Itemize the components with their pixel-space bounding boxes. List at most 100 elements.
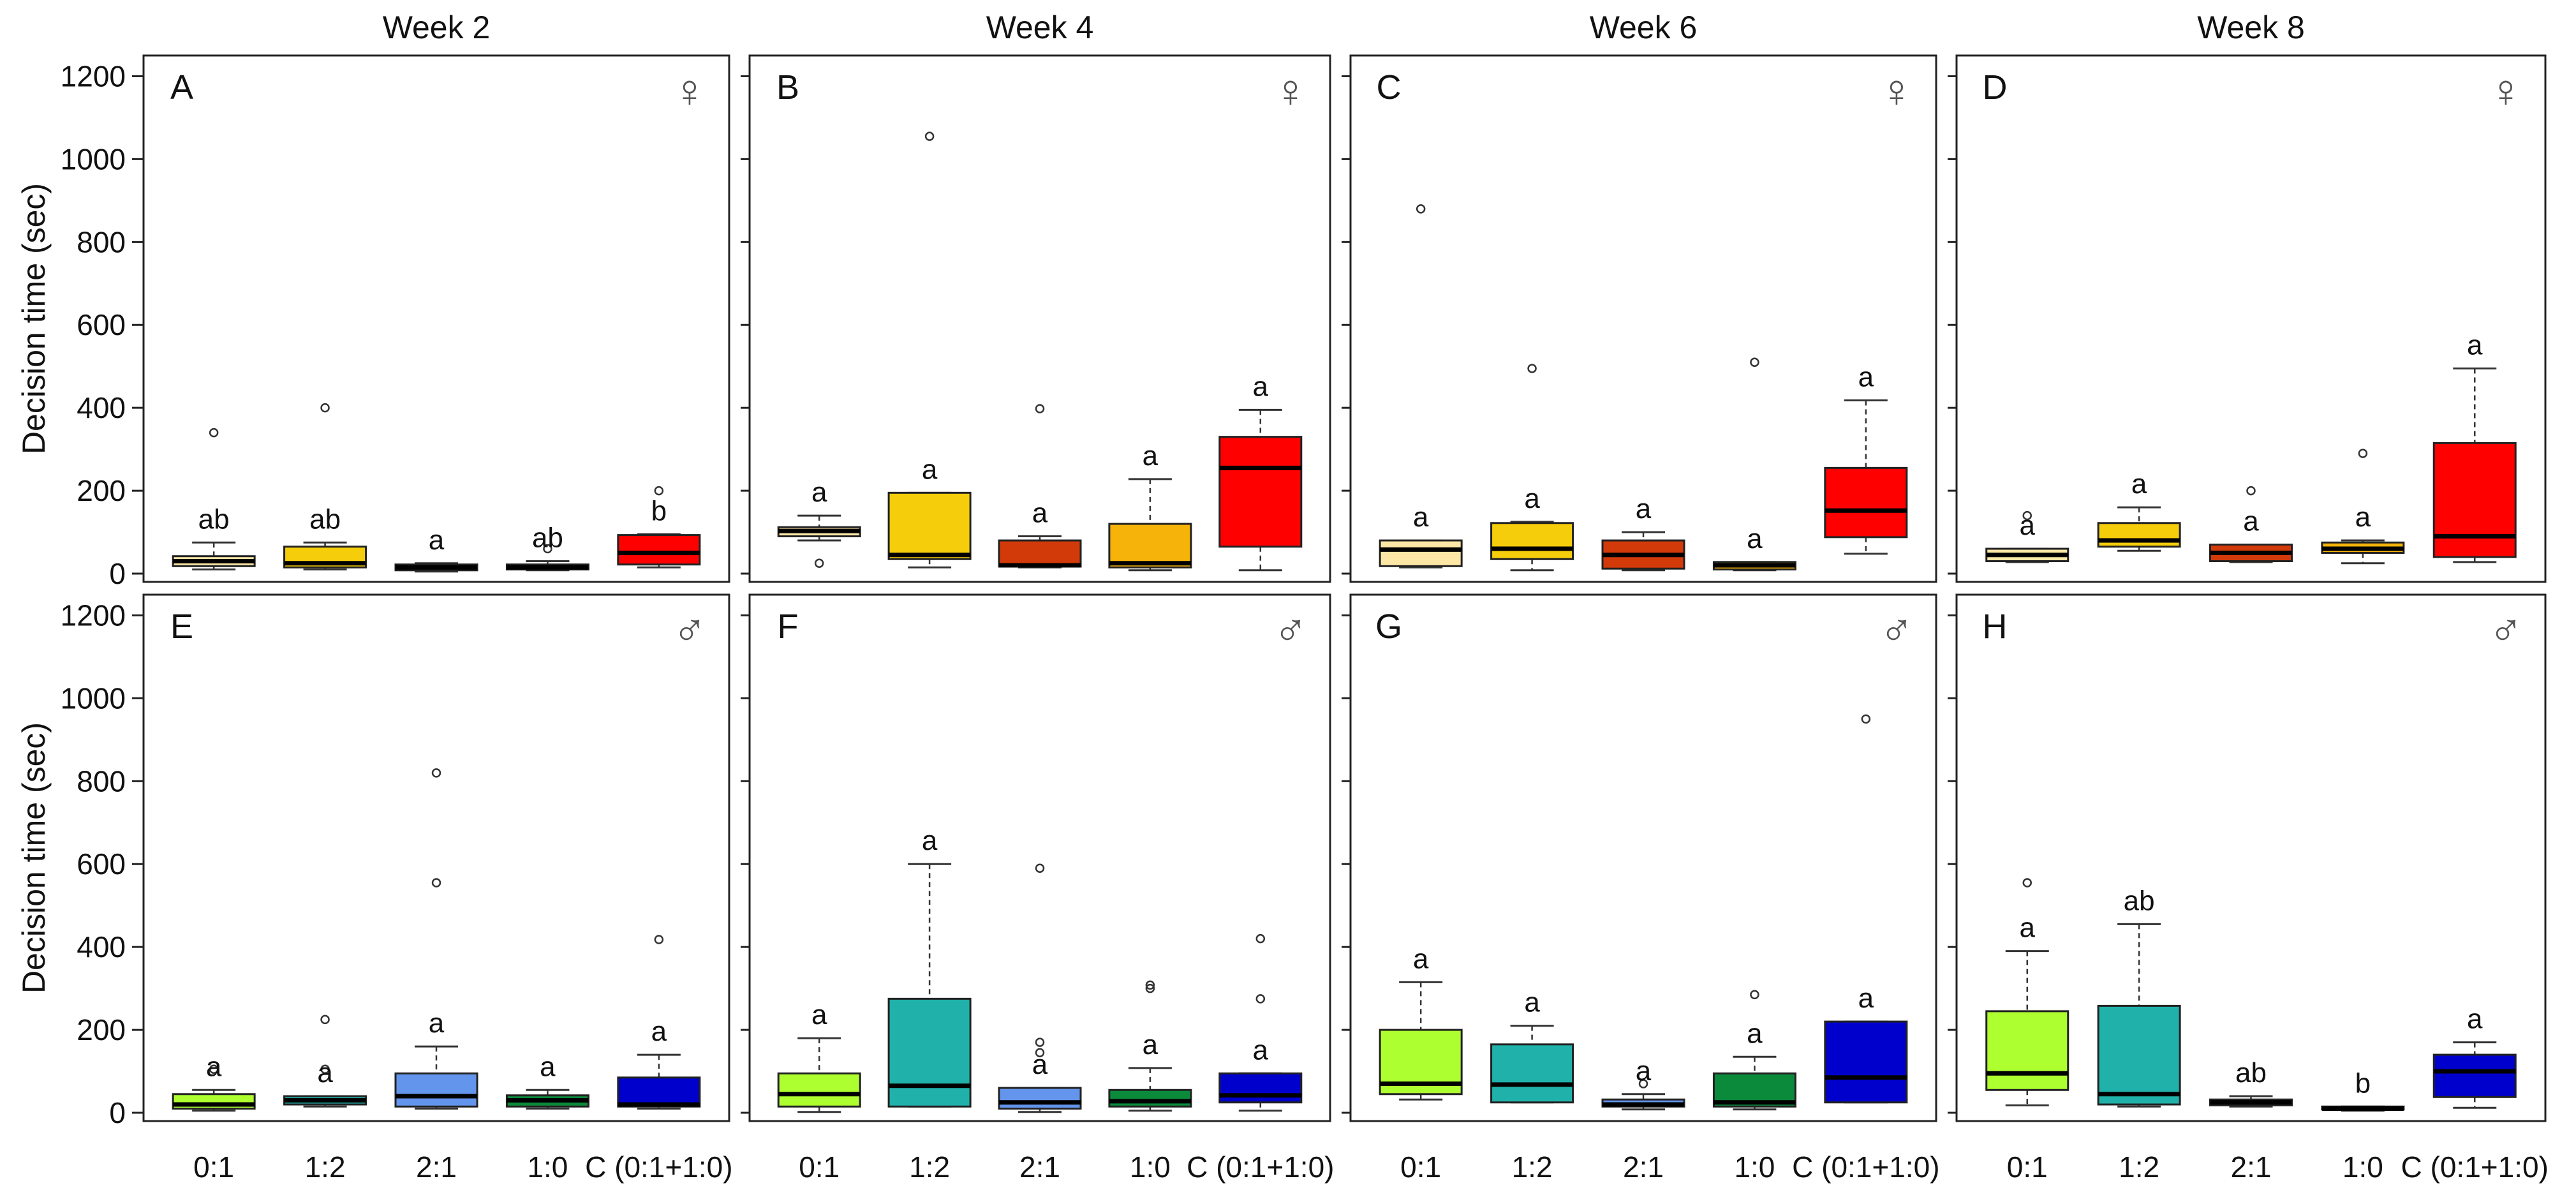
- significance-label: a: [1747, 523, 1763, 554]
- outlier-point: [2022, 878, 2032, 888]
- outlier-point: [1255, 933, 1266, 944]
- panel-frame: [748, 593, 1331, 1122]
- significance-label: a: [2467, 1004, 2483, 1035]
- outlier-point: [1416, 204, 1426, 214]
- significance-label: a: [2243, 506, 2259, 537]
- y-tick-label: 600: [77, 308, 126, 341]
- significance-label: b: [651, 495, 667, 526]
- x-category-label: 1:2: [1512, 1150, 1553, 1184]
- box-iqr: [998, 1087, 1082, 1110]
- panel-A: A ♀ ab ab a ab b: [142, 54, 730, 583]
- box-iqr: [394, 1072, 478, 1108]
- box-iqr: [1379, 539, 1463, 567]
- female-symbol-icon: ♀: [672, 66, 707, 117]
- x-category-label: 2:1: [416, 1150, 457, 1184]
- y-tick-label: 600: [77, 847, 126, 881]
- female-symbol-icon: ♀: [1273, 66, 1308, 117]
- box-1:2: a: [2097, 468, 2181, 552]
- significance-label: ab: [532, 523, 563, 554]
- box-2:1: a: [394, 524, 478, 573]
- significance-label: a: [651, 1016, 667, 1047]
- panel-frame: [142, 593, 730, 1122]
- box-iqr: [2432, 1053, 2517, 1098]
- box-C (0:1+1:0): a: [1824, 714, 1908, 1104]
- box-0:1: a: [172, 1051, 256, 1112]
- x-category-label: 1:2: [909, 1150, 950, 1184]
- female-symbol-icon: ♀: [1879, 66, 1914, 117]
- outlier-point: [814, 558, 824, 569]
- outlier-point: [1035, 1048, 1045, 1058]
- outlier-point: [1145, 980, 1155, 990]
- significance-label: ab: [2124, 885, 2155, 916]
- y-tick-label: 0: [109, 1096, 126, 1129]
- x-category-label: 1:2: [305, 1150, 346, 1184]
- outlier-point: [543, 544, 552, 554]
- significance-label: a: [1858, 983, 1874, 1014]
- panel-letter: F: [778, 607, 799, 646]
- panel-F: F ♂ a a a a a: [741, 593, 1331, 1122]
- outlier-point: [320, 1014, 330, 1025]
- female-symbol-icon: ♀: [2489, 66, 2523, 117]
- box-0:1: a: [777, 477, 861, 569]
- significance-label: a: [1858, 361, 1874, 392]
- box-iqr: [1824, 466, 1908, 539]
- outlier-point: [1255, 994, 1266, 1004]
- week-title: Week 6: [1590, 10, 1698, 45]
- y-tick-label: 0: [109, 557, 126, 590]
- box-iqr: [1824, 1020, 1908, 1104]
- y-tick-label: 1000: [61, 142, 126, 175]
- outlier-point: [431, 878, 441, 888]
- box-iqr: [1985, 1010, 2069, 1091]
- box-iqr: [1218, 1072, 1303, 1104]
- box-0:1: a: [777, 999, 861, 1113]
- y-axis-label: Decision time (sec): [16, 722, 52, 993]
- outlier-point: [1750, 990, 1759, 1000]
- panel-B: B ♀ a a a a a: [741, 54, 1331, 583]
- box-0:1: a: [1985, 510, 2069, 563]
- week-title: Week 2: [383, 10, 491, 45]
- significance-label: a: [1413, 502, 1429, 533]
- x-category-label: 2:1: [1019, 1150, 1060, 1184]
- significance-label: a: [1032, 498, 1048, 529]
- box-1:0: a: [1108, 980, 1192, 1112]
- box-2:1: a: [998, 404, 1082, 569]
- significance-label: a: [540, 1051, 556, 1082]
- panel-letter: G: [1375, 607, 1402, 646]
- box-iqr: [1490, 1043, 1574, 1104]
- y-axis-label: Decision time (sec): [16, 183, 52, 454]
- box-C (0:1+1:0): a: [617, 935, 701, 1110]
- outlier-point: [1145, 983, 1155, 993]
- significance-label: a: [2131, 468, 2147, 500]
- significance-label: a: [317, 1057, 333, 1089]
- week-title: Week 8: [2197, 10, 2305, 45]
- x-category-label: 1:2: [2119, 1150, 2159, 1184]
- panel-letter: H: [1983, 607, 2008, 646]
- male-symbol-icon: ♂: [1879, 605, 1914, 656]
- significance-label: a: [922, 454, 938, 485]
- panel-letter: C: [1377, 68, 1402, 107]
- box-1:2: a: [283, 1014, 367, 1108]
- panel-letter: D: [1983, 68, 2008, 107]
- significance-label: a: [1253, 371, 1269, 402]
- panel-C: C ♀ a a a a a: [1342, 54, 1937, 583]
- panel-H: H ♂ a ab ab b a: [1948, 593, 2547, 1122]
- x-category-label: C (0:1+1:0): [1187, 1150, 1334, 1184]
- male-symbol-icon: ♂: [2489, 605, 2523, 656]
- y-tick-label: 1200: [61, 59, 126, 93]
- box-1:0: a: [1108, 440, 1192, 572]
- box-0:1: a: [1379, 204, 1463, 569]
- x-category-label: 0:1: [193, 1150, 234, 1184]
- male-symbol-icon: ♂: [1273, 605, 1308, 656]
- significance-label: a: [1413, 943, 1429, 974]
- box-1:2: ab: [283, 403, 367, 571]
- significance-label: b: [2355, 1067, 2371, 1099]
- significance-label: a: [1143, 440, 1158, 472]
- x-category-label: 1:0: [527, 1150, 568, 1184]
- significance-label: ab: [2235, 1057, 2267, 1089]
- outlier-point: [1861, 714, 1871, 724]
- box-1:0: a: [505, 1051, 589, 1110]
- box-C (0:1+1:0): a: [2432, 1004, 2517, 1109]
- box-iqr: [777, 1072, 861, 1108]
- significance-label: a: [811, 477, 827, 508]
